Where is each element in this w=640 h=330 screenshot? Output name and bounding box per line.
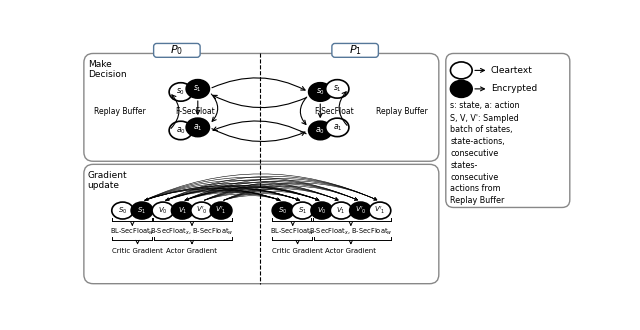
Text: $S_0$: $S_0$ <box>278 206 288 215</box>
Ellipse shape <box>169 83 193 101</box>
Ellipse shape <box>330 202 352 219</box>
Text: B-SecFloat$_x$, B-SecFloat$_w$: B-SecFloat$_x$, B-SecFloat$_w$ <box>150 227 234 237</box>
Text: Encrypted: Encrypted <box>491 84 537 93</box>
Ellipse shape <box>272 202 294 219</box>
Text: Actor Gradient: Actor Gradient <box>325 248 376 253</box>
Text: S, V, V': Sampled
batch of states,
state-actions,
consecutive
states-
consecutiv: S, V, V': Sampled batch of states, state… <box>451 114 519 205</box>
Text: $V_0$: $V_0$ <box>158 206 168 215</box>
Text: Make
Decision: Make Decision <box>88 60 126 79</box>
Text: $P_0$: $P_0$ <box>170 44 184 57</box>
Text: BL-SecFloat$_w$: BL-SecFloat$_w$ <box>270 227 315 237</box>
Ellipse shape <box>349 202 371 219</box>
Text: $S_0$: $S_0$ <box>118 206 127 215</box>
FancyBboxPatch shape <box>446 53 570 208</box>
Text: $V_1$: $V_1$ <box>337 206 346 215</box>
Ellipse shape <box>451 81 472 97</box>
Text: $a_0$: $a_0$ <box>316 125 325 136</box>
Text: $a_1$: $a_1$ <box>193 122 203 133</box>
Ellipse shape <box>308 83 332 101</box>
Ellipse shape <box>308 121 332 140</box>
Ellipse shape <box>131 202 153 219</box>
Ellipse shape <box>326 118 349 137</box>
Ellipse shape <box>112 202 134 219</box>
Ellipse shape <box>292 202 313 219</box>
Ellipse shape <box>210 202 232 219</box>
Text: $s_0$: $s_0$ <box>176 87 186 97</box>
Ellipse shape <box>152 202 174 219</box>
Text: $P_1$: $P_1$ <box>349 44 362 57</box>
Ellipse shape <box>311 202 333 219</box>
FancyBboxPatch shape <box>154 44 200 57</box>
Ellipse shape <box>369 202 391 219</box>
Text: $V'_0$: $V'_0$ <box>355 205 367 216</box>
FancyBboxPatch shape <box>84 164 439 284</box>
Text: $V_0$: $V_0$ <box>317 206 326 215</box>
Text: $V_1$: $V_1$ <box>177 206 187 215</box>
Text: F-SecFloat: F-SecFloat <box>314 107 354 116</box>
Text: Replay Buffer: Replay Buffer <box>376 107 428 116</box>
Text: $s_1$: $s_1$ <box>333 83 342 94</box>
Text: Gradient
update: Gradient update <box>88 171 127 190</box>
Ellipse shape <box>191 202 212 219</box>
Ellipse shape <box>186 118 209 137</box>
Text: s: state, a: action: s: state, a: action <box>451 101 520 110</box>
Ellipse shape <box>326 80 349 98</box>
FancyBboxPatch shape <box>84 53 439 161</box>
Text: Critic Gradient: Critic Gradient <box>272 248 323 253</box>
Text: $s_1$: $s_1$ <box>193 83 202 94</box>
Text: $V'_1$: $V'_1$ <box>374 205 386 216</box>
Ellipse shape <box>172 202 193 219</box>
Text: $S_1$: $S_1$ <box>298 206 307 215</box>
Ellipse shape <box>186 80 209 98</box>
Text: $S_1$: $S_1$ <box>138 206 147 215</box>
Text: F-SecFloat: F-SecFloat <box>175 107 214 116</box>
Text: Actor Gradient: Actor Gradient <box>166 248 218 253</box>
Text: BL-SecFloat$_w$: BL-SecFloat$_w$ <box>110 227 155 237</box>
Text: Critic Gradient: Critic Gradient <box>112 248 163 253</box>
Text: $V'_1$: $V'_1$ <box>215 205 227 216</box>
Text: $a_0$: $a_0$ <box>176 125 186 136</box>
Text: $s_0$: $s_0$ <box>316 87 324 97</box>
Ellipse shape <box>451 62 472 79</box>
Ellipse shape <box>169 121 193 140</box>
Text: Cleartext: Cleartext <box>491 66 532 75</box>
Text: B-SecFloat$_x$, B-SecFloat$_w$: B-SecFloat$_x$, B-SecFloat$_w$ <box>309 227 392 237</box>
Text: $V'_0$: $V'_0$ <box>196 205 207 216</box>
Text: $a_1$: $a_1$ <box>333 122 342 133</box>
Text: Replay Buffer: Replay Buffer <box>95 107 146 116</box>
FancyBboxPatch shape <box>332 44 378 57</box>
